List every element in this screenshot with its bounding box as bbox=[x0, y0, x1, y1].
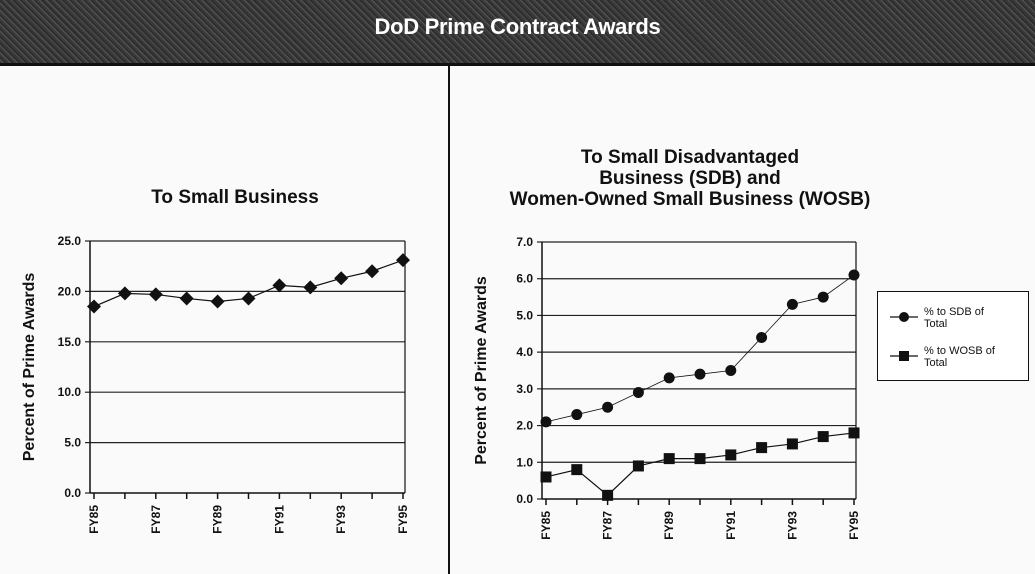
circle-marker-icon bbox=[890, 312, 918, 322]
x-tick-label: FY95 bbox=[396, 505, 410, 534]
data-point-diamond bbox=[117, 286, 132, 301]
x-tick-label: FY93 bbox=[334, 505, 348, 534]
data-point-circle bbox=[756, 331, 768, 343]
y-tick-label: 0.0 bbox=[64, 486, 81, 500]
y-axis-label: Percent of Prime Awards bbox=[21, 273, 38, 462]
y-tick-label: 2.0 bbox=[516, 419, 533, 433]
data-point-diamond bbox=[87, 299, 101, 314]
x-tick-label: FY93 bbox=[785, 511, 799, 540]
data-point-circle bbox=[848, 269, 860, 281]
data-point-square bbox=[632, 460, 644, 472]
data-point-square bbox=[663, 453, 675, 465]
y-axis-label: Percent of Prime Awards bbox=[473, 276, 490, 465]
data-point-circle bbox=[571, 409, 583, 421]
header-banner: DoD Prime Contract Awards bbox=[0, 0, 1035, 66]
x-tick-label: FY85 bbox=[539, 511, 553, 540]
data-point-circle bbox=[540, 416, 552, 428]
y-tick-label: 6.0 bbox=[516, 272, 533, 286]
x-tick-label: FY95 bbox=[847, 511, 861, 540]
data-point-circle bbox=[663, 372, 675, 384]
data-point-square bbox=[602, 489, 614, 501]
legend-label: % to SDB of bbox=[924, 306, 984, 318]
data-point-diamond bbox=[148, 287, 163, 302]
data-point-diamond bbox=[179, 291, 194, 306]
y-tick-label: 3.0 bbox=[516, 382, 533, 396]
data-point-diamond bbox=[396, 253, 410, 268]
x-tick-label: FY91 bbox=[272, 505, 286, 534]
data-point-square bbox=[540, 471, 552, 483]
legend: % to SDB of Total % to WOSB of Total bbox=[877, 291, 1029, 381]
data-point-diamond bbox=[303, 280, 318, 295]
data-point-square bbox=[725, 449, 737, 461]
series-line bbox=[545, 432, 855, 497]
data-point-diamond bbox=[272, 278, 287, 293]
x-tick-label: FY87 bbox=[601, 511, 615, 540]
chart-title-small-business: To Small Business bbox=[151, 187, 319, 208]
y-tick-label: 5.0 bbox=[516, 308, 533, 322]
y-tick-label: 0.0 bbox=[516, 492, 533, 506]
data-point-square bbox=[756, 442, 768, 454]
chart-title-line: Business (SDB) and bbox=[599, 168, 781, 189]
data-point-square bbox=[571, 464, 583, 476]
page-title: DoD Prime Contract Awards bbox=[374, 14, 661, 39]
data-point-square bbox=[694, 453, 706, 465]
x-tick-label: FY89 bbox=[662, 511, 676, 540]
y-tick-label: 10.0 bbox=[58, 385, 82, 399]
data-point-diamond bbox=[241, 291, 256, 306]
data-point-circle bbox=[602, 401, 614, 413]
data-point-circle bbox=[817, 291, 829, 303]
chart-title-sdb-wosb: To Small Disadvantaged Business (SDB) an… bbox=[470, 147, 910, 210]
y-tick-label: 5.0 bbox=[64, 436, 81, 450]
x-tick-label: FY89 bbox=[211, 505, 225, 534]
y-tick-label: 4.0 bbox=[516, 345, 533, 359]
legend-label: % to WOSB of bbox=[924, 345, 995, 357]
y-tick-label: 1.0 bbox=[516, 455, 533, 469]
data-point-square bbox=[786, 438, 798, 450]
data-point-diamond bbox=[210, 294, 225, 309]
y-tick-label: 25.0 bbox=[58, 234, 82, 248]
data-point-square bbox=[817, 431, 829, 443]
chart-title-line: To Small Disadvantaged bbox=[580, 147, 800, 168]
x-tick-label: FY85 bbox=[87, 505, 101, 534]
data-point-circle bbox=[786, 298, 798, 310]
chart-title-line: Women-Owned Small Business (WOSB) bbox=[509, 189, 871, 210]
data-point-square bbox=[848, 427, 860, 439]
data-point-circle bbox=[725, 365, 737, 376]
y-tick-label: 20.0 bbox=[58, 284, 82, 298]
x-tick-label: FY91 bbox=[724, 511, 738, 540]
data-point-circle bbox=[694, 368, 706, 380]
panel-divider bbox=[448, 66, 450, 574]
y-tick-label: 15.0 bbox=[58, 335, 82, 349]
series-line bbox=[545, 274, 855, 423]
y-tick-label: 7.0 bbox=[516, 235, 533, 249]
x-tick-label: FY87 bbox=[149, 505, 163, 534]
legend-label: Total bbox=[924, 357, 948, 369]
square-marker-icon bbox=[890, 351, 918, 361]
data-point-diamond bbox=[365, 264, 380, 279]
data-point-circle bbox=[632, 387, 644, 399]
legend-label: Total bbox=[924, 318, 948, 330]
data-point-diamond bbox=[334, 271, 349, 286]
